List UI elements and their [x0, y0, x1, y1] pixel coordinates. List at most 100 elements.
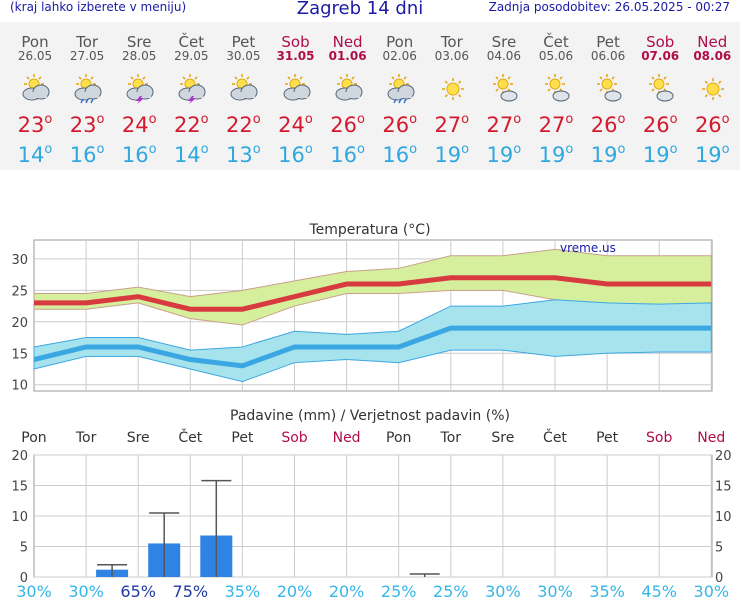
min-temperature: 16o: [69, 142, 105, 167]
max-temperature: 24o: [278, 112, 313, 137]
sun-cloud-thunder-icon: [178, 74, 206, 104]
min-temperature: 16o: [278, 142, 313, 167]
min-temperature: 19o: [642, 142, 678, 167]
day-date: 29.05: [174, 49, 209, 63]
partly-cloudy-icon: [22, 74, 50, 101]
forecast-day-8: Tor 03.06 27o 19o: [426, 22, 478, 170]
min-temperature: 14o: [17, 142, 53, 167]
temperature-y-tick: 25: [11, 284, 28, 299]
day-name: Tor: [76, 33, 99, 51]
location-hint[interactable]: (kraj lahko izberete v meniju): [10, 0, 187, 14]
temperature-line-0: [34, 275, 712, 312]
forecast-day-6: Ned 01.06 26o 16o: [322, 22, 374, 170]
precipitation-day-label: Tor: [440, 430, 462, 446]
forecast-day-2: Sre 28.05 24o 16o: [113, 22, 165, 170]
sun-cloud-rain-icon: [74, 74, 102, 104]
min-temperature: 16o: [121, 142, 157, 167]
min-temperature: 19o: [694, 142, 730, 167]
precipitation-probability: 30%: [485, 582, 521, 600]
precipitation-probability: 20%: [277, 582, 313, 600]
precipitation-y-tick-left: 0: [20, 571, 28, 586]
day-name: Tor: [440, 33, 463, 51]
day-name: Sre: [491, 33, 517, 51]
temperature-chart: Temperatura (°C) 10 15 20 25 30 vreme.us: [11, 222, 713, 394]
last-update: Zadnja posodobitev: 26.05.2025 - 00:27: [488, 0, 730, 14]
precipitation-day-label: Pet: [596, 430, 619, 446]
forecast-day-7: Pon 02.06 26o 16o: [374, 22, 426, 170]
sun-small-cloud-icon: [492, 74, 518, 102]
day-name: Ned: [697, 33, 728, 51]
precipitation-probability: 30%: [694, 582, 730, 600]
watermark: vreme.us: [560, 241, 616, 255]
precipitation-y-tick-left: 10: [11, 510, 28, 525]
day-name: Čet: [178, 33, 205, 51]
precipitation-day-label: Pet: [231, 430, 254, 446]
precipitation-probability: 25%: [381, 582, 417, 600]
day-name: Pon: [21, 33, 49, 51]
sun-small-cloud-icon: [649, 74, 674, 102]
precipitation-day-label: Sob: [646, 430, 672, 446]
forecast-day-9: Sre 04.06 27o 19o: [478, 22, 530, 170]
precipitation-y-tick-right: 20: [715, 449, 732, 464]
max-temperature: 26o: [382, 112, 418, 137]
day-date: 30.05: [226, 49, 261, 63]
day-date: 27.05: [69, 49, 105, 63]
min-temperature: 14o: [173, 142, 209, 167]
max-temperature: 26o: [330, 112, 365, 137]
precipitation-y-tick-left: 15: [11, 480, 28, 495]
day-date: 08.06: [693, 49, 732, 63]
day-name: Sob: [646, 33, 675, 51]
max-temperature: 27o: [486, 112, 522, 137]
max-temperature: 26o: [694, 112, 730, 137]
forecast-day-12: Sob 07.06 26o 19o: [634, 22, 686, 170]
precipitation-probability: 45%: [641, 582, 677, 600]
day-name: Pon: [386, 33, 414, 51]
day-name: Ned: [332, 33, 363, 51]
charts: Temperatura (°C) 10 15 20 25 30 vreme.us Padav…: [11, 222, 731, 600]
forecast-day-5: Sob 31.05 24o 16o: [270, 22, 322, 170]
day-date: 03.06: [434, 49, 469, 63]
max-temperature: 27o: [434, 112, 470, 137]
day-date: 02.06: [382, 49, 417, 63]
max-temperature: 27o: [538, 112, 574, 137]
sun-cloud-rain-icon: [387, 74, 415, 104]
precipitation-probability: 30%: [537, 582, 573, 600]
precipitation-probability: 65%: [120, 582, 156, 600]
day-name: Sre: [126, 33, 152, 51]
day-date: 05.06: [538, 49, 574, 63]
day-date: 28.05: [122, 49, 157, 63]
precipitation-chart: Padavine (mm) / Verjetnost padavin (%) Po…: [11, 408, 731, 600]
max-temperature: 23o: [17, 112, 53, 137]
precipitation-probability: 75%: [173, 582, 209, 600]
sun-small-cloud-icon: [545, 74, 570, 102]
min-temperature: 19o: [590, 142, 626, 167]
max-temperature: 26o: [642, 112, 678, 137]
precipitation-day-label: Sre: [127, 430, 150, 446]
forecast-day-10: Čet 05.06 27o 19o: [530, 22, 582, 170]
day-name: Sob: [281, 33, 310, 51]
precipitation-day-label: Tor: [75, 430, 97, 446]
precipitation-day-label: Ned: [697, 430, 725, 446]
precipitation-y-tick-right: 5: [715, 541, 723, 556]
forecast-panel: Pon 26.05 23o 14o Tor 27.05 23o 16o Sre 28.05 24o 1…: [0, 22, 740, 170]
precipitation-y-tick-right: 10: [715, 510, 732, 525]
precipitation-probability: 20%: [329, 582, 365, 600]
temperature-y-tick: 15: [11, 347, 28, 362]
day-name: Pet: [596, 33, 620, 51]
precipitation-y-tick-left: 20: [11, 449, 28, 464]
min-temperature: 13o: [226, 142, 261, 167]
precipitation-day-label: Čet: [543, 428, 567, 446]
min-temperature: 19o: [486, 142, 522, 167]
precipitation-y-tick-left: 5: [20, 541, 28, 556]
precipitation-probability: 35%: [589, 582, 625, 600]
temperature-line-1: [33, 325, 712, 369]
precipitation-day-label: Sob: [281, 430, 307, 446]
sun-small-cloud-icon: [597, 74, 622, 102]
min-temperature: 19o: [538, 142, 574, 167]
precipitation-probability: 25%: [433, 582, 469, 600]
day-date: 06.06: [590, 49, 626, 63]
precipitation-day-label: Pon: [386, 430, 411, 446]
precipitation-probability: 35%: [225, 582, 261, 600]
precipitation-day-label: Čet: [178, 428, 202, 446]
precipitation-day-label: Pon: [21, 430, 46, 446]
